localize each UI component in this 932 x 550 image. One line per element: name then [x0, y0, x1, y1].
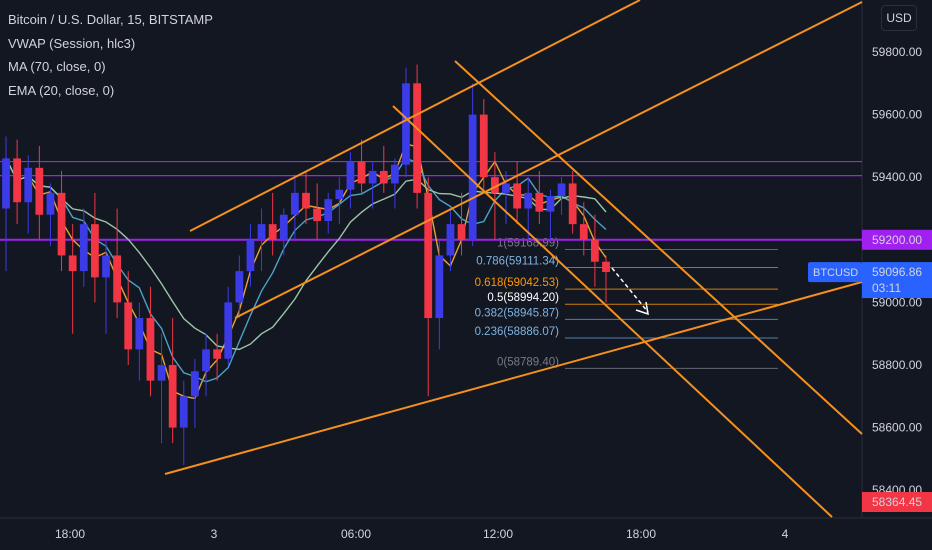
level-price-label: 59200.00	[872, 233, 922, 247]
candle-body	[568, 183, 577, 225]
candle-body	[46, 192, 55, 215]
candle-body	[235, 271, 244, 303]
candle-body	[91, 224, 99, 278]
last-price-tag	[862, 262, 932, 299]
price-tick-label: 59600.00	[872, 108, 922, 122]
symbol-title[interactable]: Bitcoin / U.S. Dollar, 15, BITSTAMP	[8, 12, 213, 27]
axes: 59800.00 59600.00 59400.00 59000.00 58800.00…	[55, 45, 932, 541]
arrow-head	[635, 301, 649, 316]
fib-level-label: 0.786(59111.34)	[476, 256, 559, 268]
candle-body	[268, 224, 277, 240]
symbol-tag-label: BTCUSD	[813, 267, 858, 279]
candle-body	[335, 189, 344, 200]
candle-body	[346, 161, 355, 190]
symbol-tag	[808, 262, 862, 283]
candle-body	[13, 158, 21, 203]
fib-level-label: 0(58789.40)	[497, 356, 559, 368]
candle-body	[357, 161, 366, 184]
fib-level-label: 0.5(58994.20)	[487, 292, 559, 304]
candle-body	[591, 239, 599, 262]
candle-body	[424, 192, 433, 319]
time-tick-label: 18:00	[626, 527, 656, 541]
candle-body	[513, 183, 521, 209]
vwap-legend[interactable]: VWAP (Session, hlc3)	[8, 35, 136, 51]
projection-arrow[interactable]	[611, 267, 649, 313]
candle-body	[135, 318, 144, 350]
candles	[2, 64, 610, 466]
time-tick-label: 3	[211, 527, 218, 541]
candle-body	[435, 255, 444, 319]
candle-body	[191, 371, 199, 397]
candle-body	[524, 192, 533, 209]
candle-body	[146, 318, 155, 381]
candle-body	[302, 192, 310, 209]
candle-body	[368, 170, 377, 184]
ema-legend[interactable]: EMA (20, close, 0)	[8, 82, 115, 98]
trendline[interactable]	[234, 1, 863, 319]
candle-body	[391, 164, 399, 184]
candle-body	[602, 261, 610, 273]
candle-body	[35, 167, 44, 215]
candle-body	[468, 114, 477, 240]
trendline[interactable]	[189, 0, 641, 232]
candle-body	[413, 83, 421, 193]
candle-body	[102, 255, 110, 278]
time-tick-label: 18:00	[55, 527, 85, 541]
time-tick-label: 06:00	[341, 527, 371, 541]
candle-body	[579, 224, 588, 240]
candle-body	[57, 192, 66, 256]
trendline[interactable]	[454, 60, 863, 435]
price-tick-label: 58800.00	[872, 358, 922, 372]
time-tick-label: 4	[782, 527, 789, 541]
ma-legend[interactable]: MA (70, close, 0)	[8, 59, 106, 74]
candle-body	[557, 183, 566, 196]
last-price-label: 59096.86	[872, 265, 922, 279]
currency-selector[interactable]: USD	[881, 5, 917, 31]
candle-body	[502, 183, 510, 193]
candle-body	[257, 224, 266, 240]
candle-body	[2, 158, 10, 209]
low-price-tag	[862, 492, 932, 512]
candle-body	[124, 302, 133, 350]
candle-body	[402, 83, 410, 165]
price-tick-label: 59000.00	[872, 295, 922, 309]
candle-body	[479, 114, 488, 178]
candle-body	[79, 224, 88, 272]
candle-body	[168, 365, 177, 428]
candle-body	[157, 365, 166, 381]
candle-body	[546, 195, 555, 212]
candle-body	[457, 224, 466, 240]
candle-body	[68, 255, 77, 272]
candle-body	[24, 167, 33, 203]
candle-body	[313, 208, 321, 222]
fib-level-label: 0.382(58945.87)	[475, 307, 560, 319]
level-price-tag	[862, 229, 932, 250]
chart-legend: Bitcoin / U.S. Dollar, 15, BITSTAMP VWAP…	[8, 8, 213, 102]
time-tick-label: 12:00	[483, 527, 513, 541]
trendline[interactable]	[164, 281, 863, 475]
candle-body	[213, 349, 221, 359]
candle-body	[379, 170, 388, 184]
candle-body	[179, 396, 188, 428]
low-price-label: 58364.45	[872, 495, 922, 509]
candle-body	[291, 192, 299, 215]
candle-body	[446, 224, 455, 256]
price-tick-label: 59400.00	[872, 170, 922, 184]
candle-body	[324, 199, 333, 222]
trendlines[interactable]	[164, 0, 863, 518]
candle-body	[224, 302, 233, 359]
fib-level-label: 0.236(58886.07)	[475, 326, 560, 338]
price-tick-label: 59800.00	[872, 45, 922, 59]
price-tick-label: 58600.00	[872, 421, 922, 435]
candle-body	[279, 214, 288, 240]
candle-body	[113, 255, 121, 303]
candle-body	[202, 349, 210, 372]
candle-body	[491, 177, 499, 193]
candle-body	[535, 192, 544, 212]
trendline[interactable]	[392, 105, 833, 518]
bar-countdown: 03:11	[872, 281, 901, 295]
fib-level-label: 0.618(59042.53)	[475, 277, 560, 289]
candle-body	[246, 239, 255, 272]
